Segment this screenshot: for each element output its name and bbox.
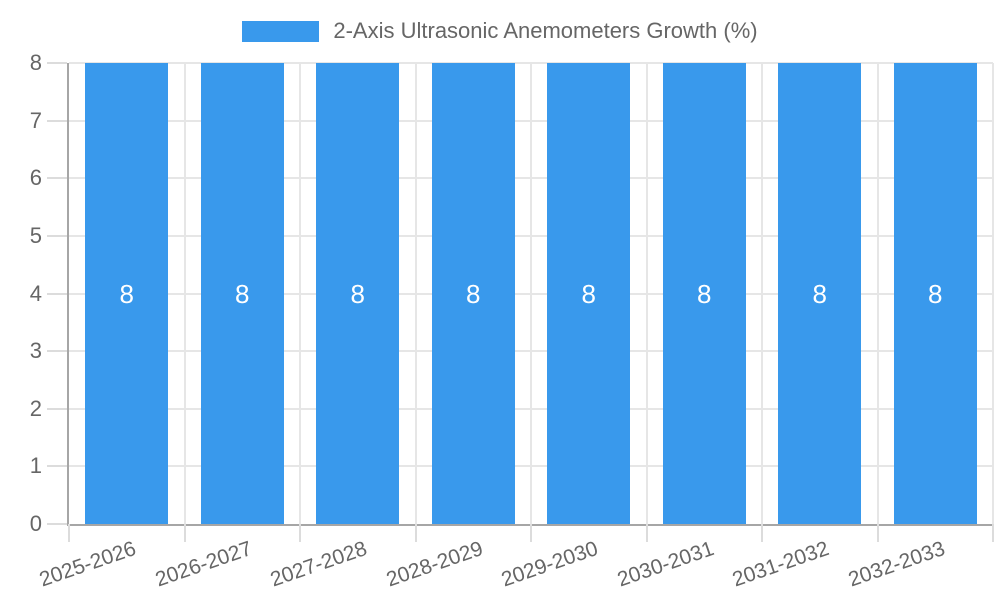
bar-value-label: 8 <box>812 278 827 309</box>
plot-area: 8 8 8 8 8 8 8 8 <box>67 62 994 526</box>
gridline-vertical <box>876 63 879 524</box>
bar[interactable] <box>316 63 400 524</box>
bar-value-label: 8 <box>697 278 712 309</box>
gridline-vertical <box>530 63 532 524</box>
gridline-vertical <box>761 63 763 524</box>
y-axis-tick-label: 1 <box>29 453 42 479</box>
x-axis-tick-label: 2026-2027 <box>152 537 255 592</box>
gridline-vertical <box>183 63 186 524</box>
x-axis-tick-label: 2030-2031 <box>614 537 717 592</box>
x-axis-tick-label: 2031-2032 <box>729 537 833 592</box>
legend-swatch <box>242 20 320 42</box>
y-tick-mark <box>47 119 67 122</box>
gridline-vertical <box>299 63 301 524</box>
bar[interactable] <box>778 63 862 524</box>
bar-value-label: 8 <box>581 278 596 309</box>
bar-value-label: 8 <box>350 278 365 309</box>
bar-value-label: 8 <box>928 278 943 309</box>
y-axis-tick-label: 7 <box>29 107 42 133</box>
y-axis-tick-label: 5 <box>29 222 42 248</box>
x-tick-mark <box>645 524 648 542</box>
bar[interactable] <box>893 63 977 524</box>
bar-value-label: 8 <box>119 278 134 309</box>
x-tick-mark <box>530 524 532 542</box>
x-tick-mark <box>183 524 186 542</box>
y-tick-mark <box>47 407 67 410</box>
bar[interactable] <box>662 63 746 524</box>
x-tick-mark <box>992 524 994 542</box>
x-axis-tick-label: 2025-2026 <box>36 537 140 592</box>
bar[interactable] <box>200 63 284 524</box>
gridline-vertical <box>992 63 994 524</box>
y-axis-tick-label: 3 <box>29 338 42 364</box>
y-axis-tick-label: 4 <box>29 280 42 306</box>
y-axis-tick-label: 8 <box>29 50 42 75</box>
bar[interactable] <box>547 63 631 524</box>
chart-legend[interactable]: 2-Axis Ultrasonic Anemometers Growth (%) <box>0 18 1000 44</box>
bar[interactable] <box>85 63 169 524</box>
x-axis-tick-label: 2028-2029 <box>383 537 486 592</box>
x-tick-mark <box>876 524 879 542</box>
y-tick-mark <box>47 177 67 180</box>
y-tick-mark <box>47 350 67 353</box>
y-tick-mark <box>47 234 67 237</box>
y-axis-tick-label: 2 <box>29 395 42 421</box>
bar-value-label: 8 <box>235 278 250 309</box>
x-tick-mark <box>761 524 763 542</box>
x-tick-mark <box>414 524 417 542</box>
y-tick-mark <box>47 465 67 468</box>
x-tick-mark <box>299 524 301 542</box>
y-tick-mark <box>47 292 67 295</box>
bar[interactable] <box>431 63 515 524</box>
x-tick-mark <box>68 524 70 542</box>
y-tick-mark <box>47 523 67 525</box>
x-axis-tick-label: 2029-2030 <box>498 537 602 592</box>
x-axis-tick-label: 2027-2028 <box>267 537 371 592</box>
y-axis-tick-label: 6 <box>29 165 42 191</box>
bar-value-label: 8 <box>466 278 481 309</box>
x-axis-tick-label: 2032-2033 <box>845 537 948 592</box>
gridline-vertical <box>645 63 648 524</box>
legend-label: 2-Axis Ultrasonic Anemometers Growth (%) <box>333 18 758 43</box>
y-axis-tick-label: 0 <box>29 511 42 536</box>
gridline-vertical <box>414 63 417 524</box>
y-tick-mark <box>47 62 67 64</box>
